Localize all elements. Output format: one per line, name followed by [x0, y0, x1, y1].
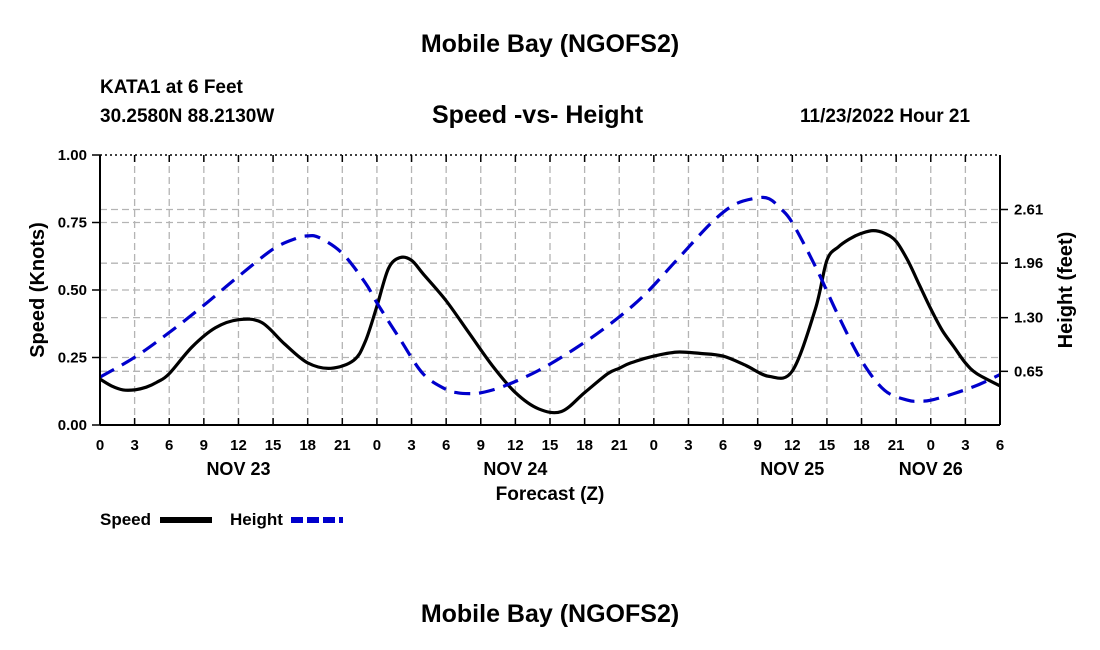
x-tick-label: 9 — [477, 437, 485, 454]
x-tick-label: 9 — [754, 437, 762, 454]
x-tick-label: 3 — [130, 437, 138, 454]
legend: Speed Height — [100, 510, 343, 529]
x-tick-label: 6 — [719, 437, 727, 454]
axis-layer — [92, 154, 1008, 426]
x-tick-label: 18 — [576, 437, 593, 454]
x-tick-label: 12 — [784, 437, 801, 454]
legend-speed-label: Speed — [100, 510, 151, 529]
series-layer — [99, 195, 1001, 415]
y-tick-label: 0.75 — [58, 215, 87, 232]
date-label: NOV 24 — [483, 459, 547, 479]
x-tick-label: 12 — [507, 437, 524, 454]
height-series-line — [99, 195, 1001, 403]
x-axis-title: Forecast (Z) — [496, 484, 605, 505]
date-label: NOV 25 — [760, 459, 824, 479]
y2-tick-label: 0.65 — [1014, 363, 1043, 380]
y-tick-label: 0.00 — [58, 417, 87, 434]
legend-height-label: Height — [230, 510, 283, 529]
grid-layer — [100, 155, 1000, 425]
x-tick-label: 18 — [853, 437, 870, 454]
chart-main-title: Mobile Bay (NGOFS2) — [420, 30, 680, 58]
x-tick-label: 15 — [819, 437, 836, 454]
y2-tick-label: 2.61 — [1014, 201, 1043, 218]
x-tick-label: 15 — [265, 437, 282, 454]
date-label: NOV 26 — [899, 459, 963, 479]
y-axis-title: Speed (Knots) — [27, 222, 49, 358]
x-tick-label: 9 — [200, 437, 208, 454]
y-tick-label: 0.50 — [58, 282, 87, 299]
forecast-datetime: 11/23/2022 Hour 21 — [800, 106, 971, 127]
chart-subtitle: Speed -vs- Height — [432, 101, 644, 129]
y2-tick-label: 1.96 — [1014, 255, 1043, 272]
x-tick-label: 3 — [961, 437, 969, 454]
x-tick-label: 3 — [407, 437, 415, 454]
y-tick-label: 0.25 — [58, 350, 87, 367]
x-tick-label: 6 — [996, 437, 1004, 454]
y2-tick-label: 1.30 — [1014, 310, 1043, 327]
x-tick-label: 15 — [542, 437, 559, 454]
x-tick-label: 6 — [442, 437, 450, 454]
station-coordinates: 30.2580N 88.2130W — [100, 106, 275, 127]
x-tick-label: 0 — [96, 437, 104, 454]
x-tick-label: 0 — [927, 437, 935, 454]
x-tick-label: 6 — [165, 437, 173, 454]
footer-title: Mobile Bay (NGOFS2) — [420, 600, 680, 628]
x-tick-label: 21 — [611, 437, 628, 454]
x-tick-label: 18 — [299, 437, 316, 454]
x-tick-label: 0 — [650, 437, 658, 454]
y-tick-label: 1.00 — [58, 147, 87, 164]
x-tick-label: 21 — [888, 437, 905, 454]
station-label: KATA1 at 6 Feet — [100, 77, 243, 98]
x-tick-label: 3 — [684, 437, 692, 454]
x-tick-label: 21 — [334, 437, 351, 454]
speed-series-line — [99, 229, 1001, 415]
x-tick-label: 12 — [230, 437, 247, 454]
label-layer: 0 3 6 9 12 15 18 21 0 3 6 9 12 15 18 21 0 3 6 9 12 15 18 21 0 3 6 0… — [27, 147, 1077, 505]
y2-axis-title: Height (feet) — [1055, 232, 1077, 349]
x-tick-label: 0 — [373, 437, 381, 454]
date-label: NOV 23 — [206, 459, 270, 479]
